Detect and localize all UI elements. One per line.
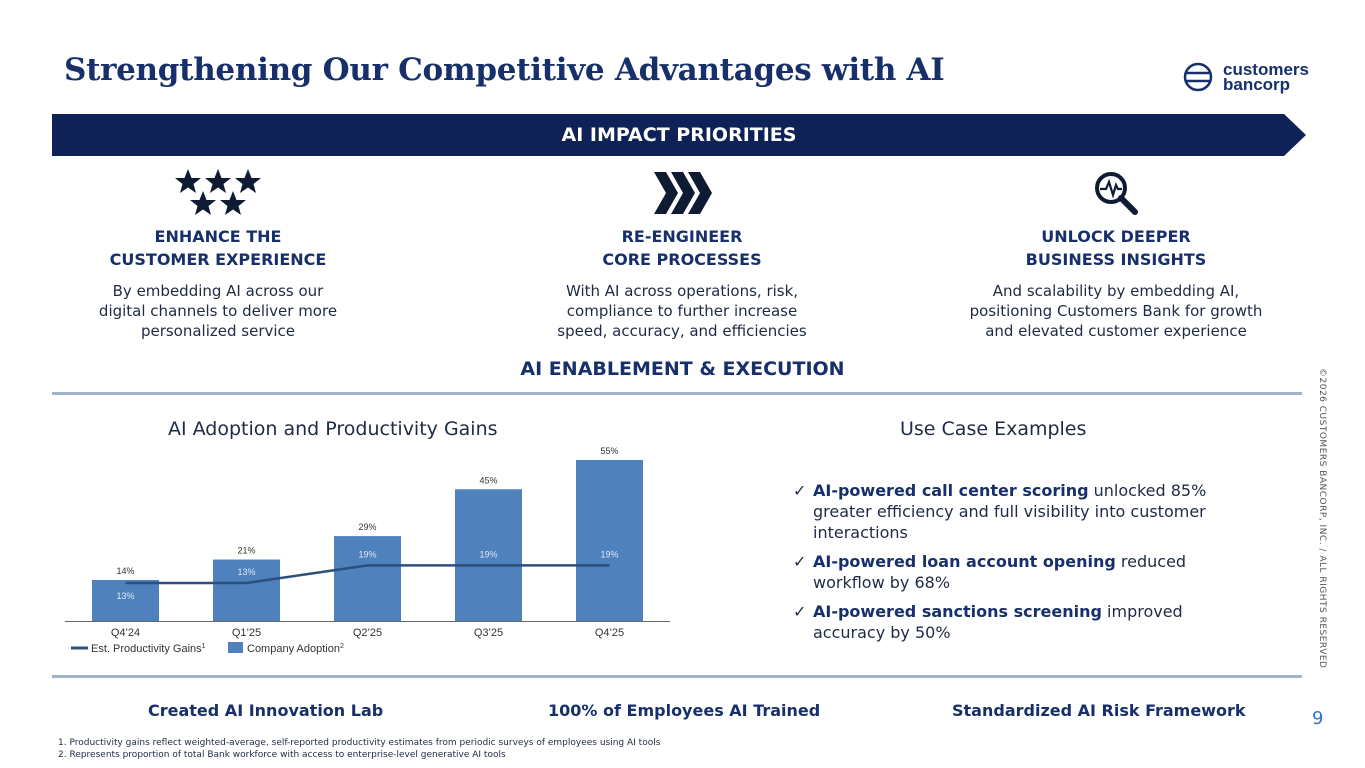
adoption-bar — [213, 559, 280, 621]
x-tick-label: Q1’25 — [232, 627, 261, 639]
pillar-employees-trained: 100% of Employees AI Trained — [548, 701, 821, 720]
bar-value-label: 14% — [116, 566, 134, 576]
use-case-item: ✓ AI-powered loan account opening reduce… — [793, 552, 1187, 592]
footnote-1: 1. Productivity gains reflect weighted-a… — [58, 738, 661, 748]
productivity-line — [125, 564, 610, 585]
magnifier-pulse-icon — [946, 165, 1286, 221]
priorities-banner: AI IMPACT PRIORITIES — [52, 114, 1306, 156]
chart-title: AI Adoption and Productivity Gains — [168, 418, 498, 440]
use-case-list: ✓ AI-powered call center scoring unlocke… — [793, 480, 1233, 651]
logo-line2: bancorp — [1223, 75, 1291, 94]
banner-label: AI IMPACT PRIORITIES — [561, 124, 797, 146]
adoption-bar — [455, 489, 522, 621]
x-tick-label: Q2’25 — [353, 627, 382, 639]
divider — [52, 675, 1302, 678]
page-title: Strengthening Our Competitive Advantages… — [64, 52, 945, 88]
line-value-label: 19% — [479, 549, 497, 559]
x-tick-label: Q3’25 — [474, 627, 503, 639]
adoption-bar — [92, 580, 159, 621]
priority-description: With AI across operations, risk, complian… — [557, 282, 807, 340]
adoption-chart: 14% 21% 29% 45% 55% 13% 13% 19% 19% 19% Q4’24 Q1’25… — [65, 446, 670, 655]
priority-customer-experience: ENHANCE THE CUSTOMER EXPERIENCE By embedd… — [68, 165, 368, 341]
page-number: 9 — [1312, 708, 1324, 729]
priority-heading: UNLOCK DEEPER BUSINESS INSIGHTS — [1025, 227, 1207, 269]
bar-value-label: 29% — [358, 522, 376, 532]
use-case-item: ✓ AI-powered call center scoring unlocke… — [793, 481, 1207, 542]
section-title: AI ENABLEMENT & EXECUTION — [520, 358, 845, 380]
bar-value-label: 55% — [600, 446, 618, 456]
stars-icon — [68, 165, 368, 221]
priority-description: By embedding AI across our digital channe… — [98, 282, 338, 340]
priority-heading: RE-ENGINEER CORE PROCESSES — [602, 227, 762, 269]
chevrons-icon — [522, 165, 842, 221]
legend-productivity-label: Est. Productivity Gains1 — [91, 643, 206, 655]
line-value-label: 19% — [600, 549, 618, 559]
pillar-innovation-lab: Created AI Innovation Lab — [148, 701, 384, 720]
adoption-bar — [576, 460, 643, 621]
check-icon: ✓ — [793, 602, 807, 621]
use-case-item: ✓ AI-powered sanctions screening improve… — [793, 602, 1183, 642]
company-logo: customers bancorp — [1183, 60, 1309, 94]
logo-line1: customers — [1223, 60, 1309, 79]
x-tick-label: Q4’24 — [111, 627, 140, 639]
footnote-2: 2. Represents proportion of total Bank w… — [58, 750, 506, 760]
priority-description: And scalability by embedding AI, position… — [969, 282, 1263, 340]
x-tick-label: Q4’25 — [595, 627, 624, 639]
priority-core-processes: RE-ENGINEER CORE PROCESSES With AI across… — [522, 165, 842, 341]
adoption-bar — [334, 536, 401, 621]
priority-heading: ENHANCE THE CUSTOMER EXPERIENCE — [109, 227, 327, 269]
banner-arrow-shape — [52, 114, 1306, 156]
logo-icon — [1183, 62, 1213, 92]
copyright-notice: ©2026 CUSTOMERS BANCORP, INC. / ALL RIGH… — [1317, 368, 1327, 669]
use-cases-title: Use Case Examples — [900, 418, 1087, 440]
line-value-label: 13% — [237, 567, 255, 577]
bar-value-label: 21% — [237, 546, 255, 556]
line-value-label: 19% — [358, 549, 376, 559]
pillar-risk-framework: Standardized AI Risk Framework — [952, 701, 1246, 720]
check-icon: ✓ — [793, 552, 807, 571]
check-icon: ✓ — [793, 481, 807, 500]
bar-value-label: 45% — [479, 475, 497, 485]
legend-bar-swatch — [228, 642, 243, 653]
priority-business-insights: UNLOCK DEEPER BUSINESS INSIGHTS And scala… — [946, 165, 1286, 341]
legend-adoption-label: Company Adoption2 — [247, 643, 344, 655]
line-value-label: 13% — [116, 591, 134, 601]
divider — [52, 392, 1302, 395]
